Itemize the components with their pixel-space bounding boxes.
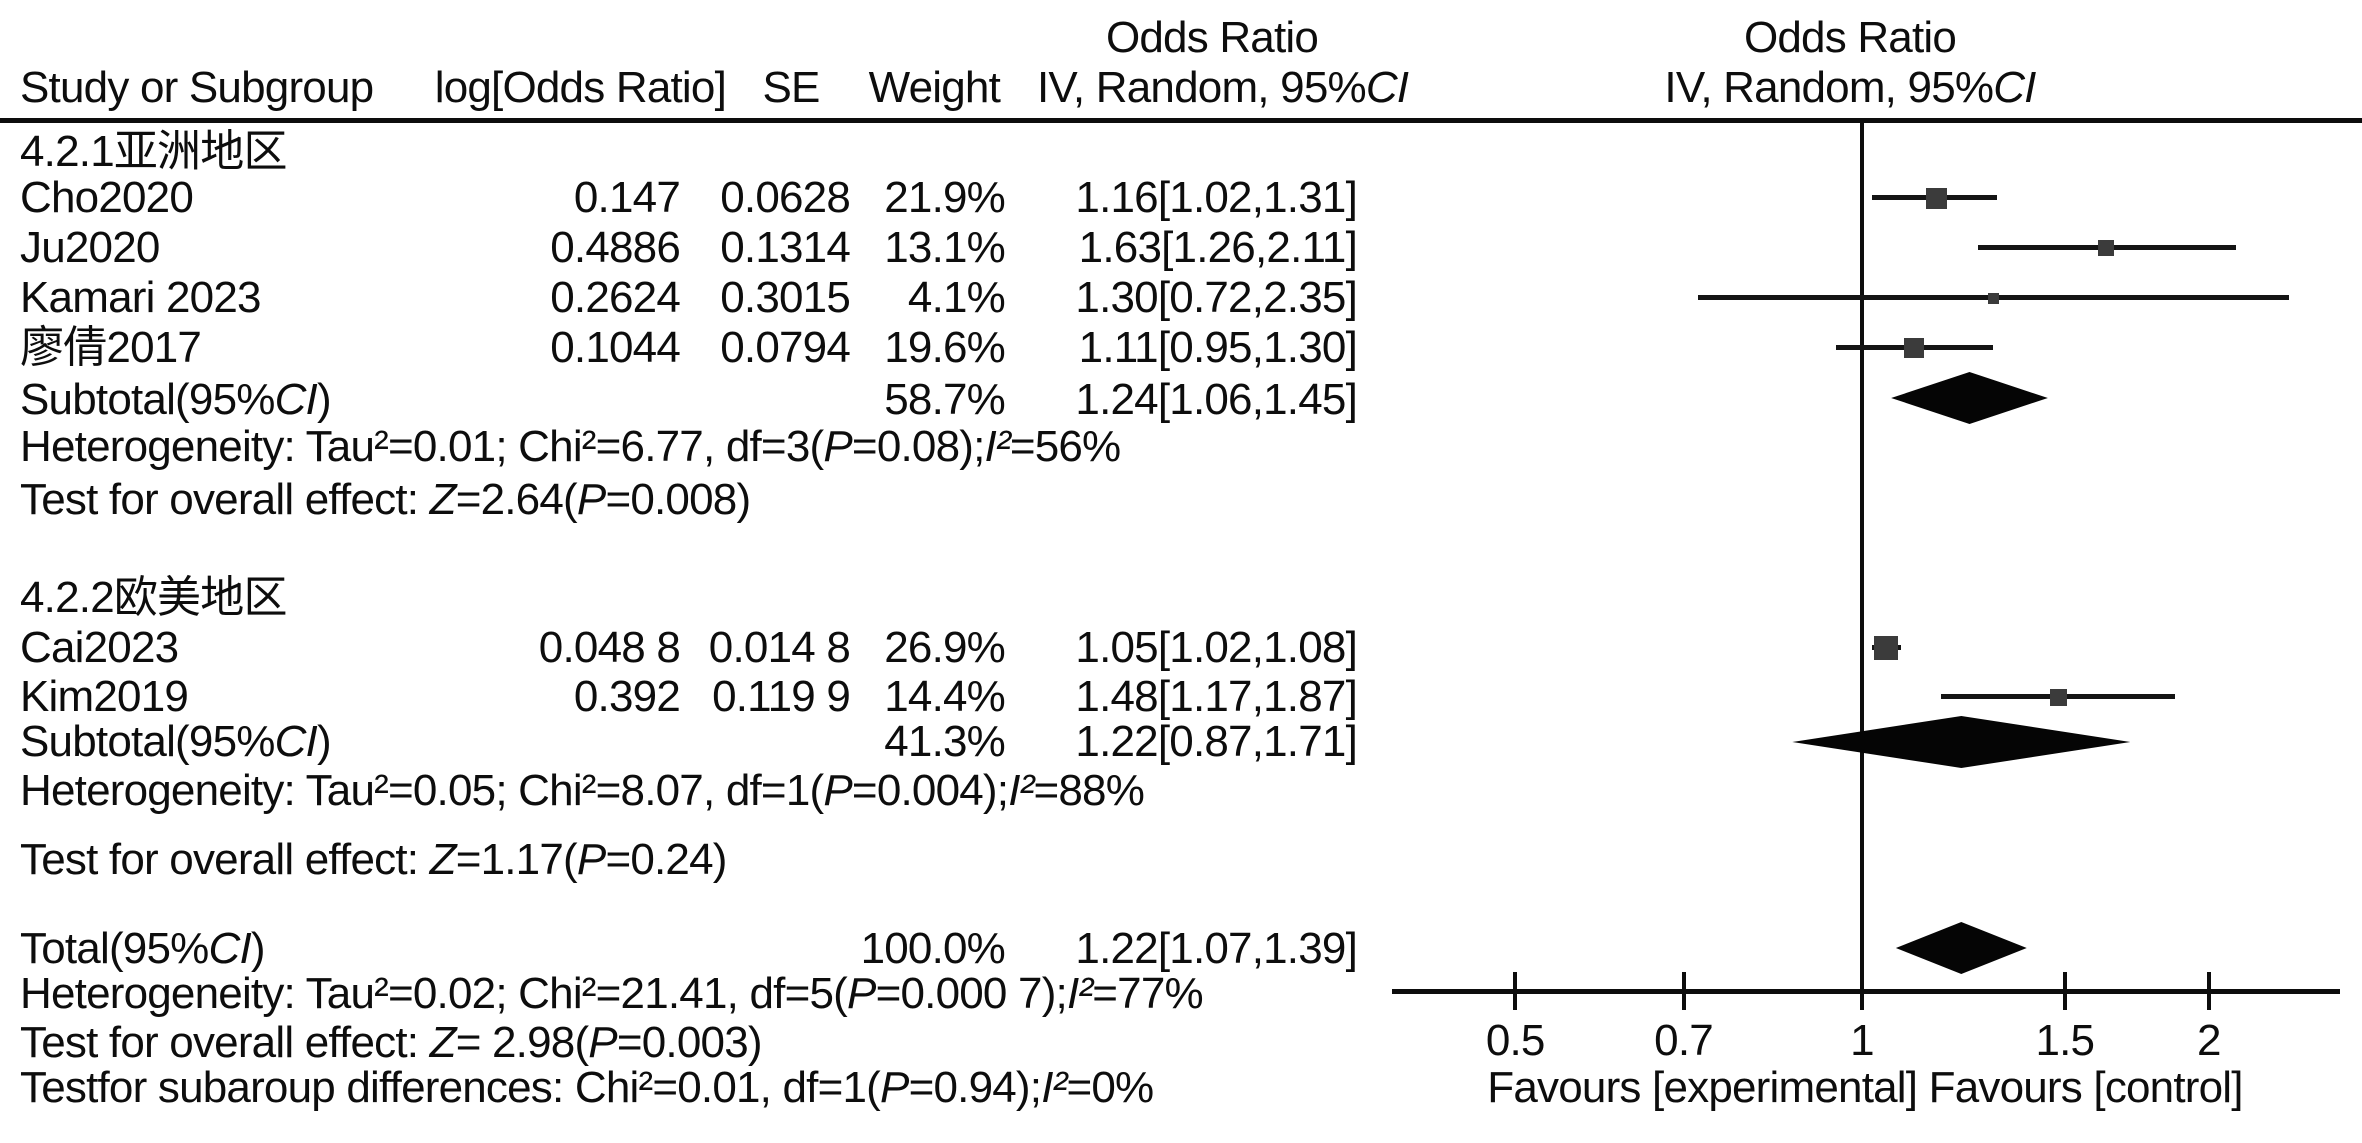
study-row: 廖倩2017 0.1044 0.0794 19.6% 1.11[0.95,1.3… <box>0 323 1390 373</box>
study-name: 廖倩2017 <box>20 323 202 372</box>
axis-tick <box>2062 972 2067 1010</box>
subtotal-or-ci: 1.22[0.87,1.71] <box>1075 717 1357 766</box>
effect-square <box>1874 636 1899 660</box>
axis-tick-label: 2 <box>2196 1016 2221 1065</box>
axis-tick <box>1681 972 1686 1010</box>
x-axis-line <box>1392 989 2340 994</box>
study-name: Kamari 2023 <box>20 273 261 322</box>
standard-error: 0.1314 <box>720 223 851 272</box>
total-weight: 100.0% <box>860 924 1006 973</box>
study-row: Ju2020 0.4886 0.1314 13.1% 1.63[1.26,2.1… <box>0 223 1390 273</box>
axis-tick-label: 0.5 <box>1485 1016 1546 1065</box>
subtotal-weight: 41.3% <box>884 717 1006 766</box>
or-ci-text: 1.48[1.17,1.87] <box>1075 672 1357 721</box>
summary-diamond <box>1891 372 2048 424</box>
overall-effect-text: Test for overall effect: Z=2.64(P=0.008) <box>20 475 751 524</box>
weight-value: 26.9% <box>884 623 1006 672</box>
plot-column-method-header: IV, Random, 95%CI <box>1664 63 2036 112</box>
study-name: Cho2020 <box>20 173 194 222</box>
effect-square <box>1987 292 1999 304</box>
axis-tick-label: 1 <box>1850 1016 1874 1065</box>
study-row: Cho2020 0.147 0.0628 21.9% 1.16[1.02,1.3… <box>0 173 1390 223</box>
subtotal-or-ci: 1.24[1.06,1.45] <box>1075 375 1357 424</box>
study-name: Ju2020 <box>20 223 160 272</box>
axis-label-favours: Favours [experimental] Favours [control] <box>1487 1063 2243 1112</box>
study-row: Kamari 2023 0.2624 0.3015 4.1% 1.30[0.72… <box>0 273 1390 323</box>
axis-tick <box>2206 972 2211 1010</box>
log-odds-ratio: 0.392 <box>573 672 681 721</box>
subgroup-differences-text: Testfor subaroup differences: Chi²=0.01,… <box>20 1063 1154 1112</box>
log-odds-ratio: 0.147 <box>573 173 681 222</box>
se-header: SE <box>762 63 820 112</box>
effect-square <box>2098 240 2115 256</box>
overall-effect-text: Test for overall effect: Z= 2.98(P=0.003… <box>20 1018 763 1067</box>
study-row: Cai2023 0.048 8 0.014 8 26.9% 1.05[1.02,… <box>0 623 1390 673</box>
or-column-method-header: IV, Random, 95%CI <box>1037 63 1409 112</box>
plot-column-title: Odds Ratio <box>1743 13 1957 62</box>
heterogeneity-text: Heterogeneity: Tau²=0.02; Chi²=21.41, df… <box>20 969 1204 1018</box>
subgroup-label: 4.2.2欧美地区 <box>20 573 287 622</box>
total-row: Total(95%CI) 100.0% 1.22[1.07,1.39] <box>0 924 1390 974</box>
weight-value: 19.6% <box>884 323 1006 372</box>
subtotal-row: Subtotal(95%CI) 41.3% 1.22[0.87,1.71] <box>0 717 1390 767</box>
effect-square <box>2049 688 2067 706</box>
standard-error: 0.014 8 <box>708 623 851 672</box>
null-effect-line <box>1860 123 1864 989</box>
header-rule <box>0 118 2362 123</box>
standard-error: 0.0794 <box>720 323 851 372</box>
study-name: Cai2023 <box>20 623 179 672</box>
heterogeneity-text: Heterogeneity: Tau²=0.01; Chi²=6.77, df=… <box>20 422 1121 471</box>
axis-tick-label: 1.5 <box>2035 1016 2095 1065</box>
log-odds-ratio: 0.2624 <box>550 273 681 322</box>
subtotal-row: Subtotal(95%CI) 58.7% 1.24[1.06,1.45] <box>0 375 1390 425</box>
or-ci-text: 1.63[1.26,2.11] <box>1078 223 1358 272</box>
or-ci-text: 1.05[1.02,1.08] <box>1075 623 1357 672</box>
or-ci-text: 1.30[0.72,2.35] <box>1075 273 1357 322</box>
log-odds-ratio: 0.1044 <box>550 323 681 372</box>
summary-diamond <box>1895 922 2027 974</box>
total-label: Total(95%CI) <box>20 924 266 973</box>
effect-square <box>1904 338 1925 358</box>
weight-value: 13.1% <box>884 223 1006 272</box>
axis-tick <box>1513 972 1518 1010</box>
effect-square <box>1925 187 1947 209</box>
weight-value: 21.9% <box>884 173 1006 222</box>
or-ci-text: 1.11[0.95,1.30] <box>1078 323 1358 372</box>
subgroup-label: 4.2.1亚洲地区 <box>20 127 287 176</box>
standard-error: 0.0628 <box>720 173 851 222</box>
study-row: Kim2019 0.392 0.119 9 14.4% 1.48[1.17,1.… <box>0 672 1390 722</box>
standard-error: 0.119 9 <box>712 672 851 721</box>
heterogeneity-text: Heterogeneity: Tau²=0.05; Chi²=8.07, df=… <box>20 766 1145 815</box>
study-subgroup-header: Study or Subgroup <box>20 63 374 112</box>
axis-tick <box>1860 972 1864 1010</box>
subtotal-label: Subtotal(95%CI) <box>20 717 332 766</box>
summary-diamond <box>1792 716 2131 768</box>
study-name: Kim2019 <box>20 672 189 721</box>
subtotal-label: Subtotal(95%CI) <box>20 375 332 424</box>
weight-value: 14.4% <box>884 672 1006 721</box>
standard-error: 0.3015 <box>720 273 851 322</box>
overall-effect-text: Test for overall effect: Z=1.17(P=0.24) <box>20 835 727 884</box>
log-odds-ratio-header: log[Odds Ratio] <box>434 63 727 112</box>
log-odds-ratio: 0.048 8 <box>538 623 681 672</box>
total-or-ci: 1.22[1.07,1.39] <box>1075 924 1357 973</box>
weight-value: 4.1% <box>907 273 1006 322</box>
or-ci-text: 1.16[1.02,1.31] <box>1075 173 1357 222</box>
weight-header: Weight <box>868 63 1001 112</box>
log-odds-ratio: 0.4886 <box>550 223 681 272</box>
subtotal-weight: 58.7% <box>884 375 1006 424</box>
or-column-title: Odds Ratio <box>1105 13 1319 62</box>
axis-tick-label: 0.7 <box>1654 1016 1714 1065</box>
